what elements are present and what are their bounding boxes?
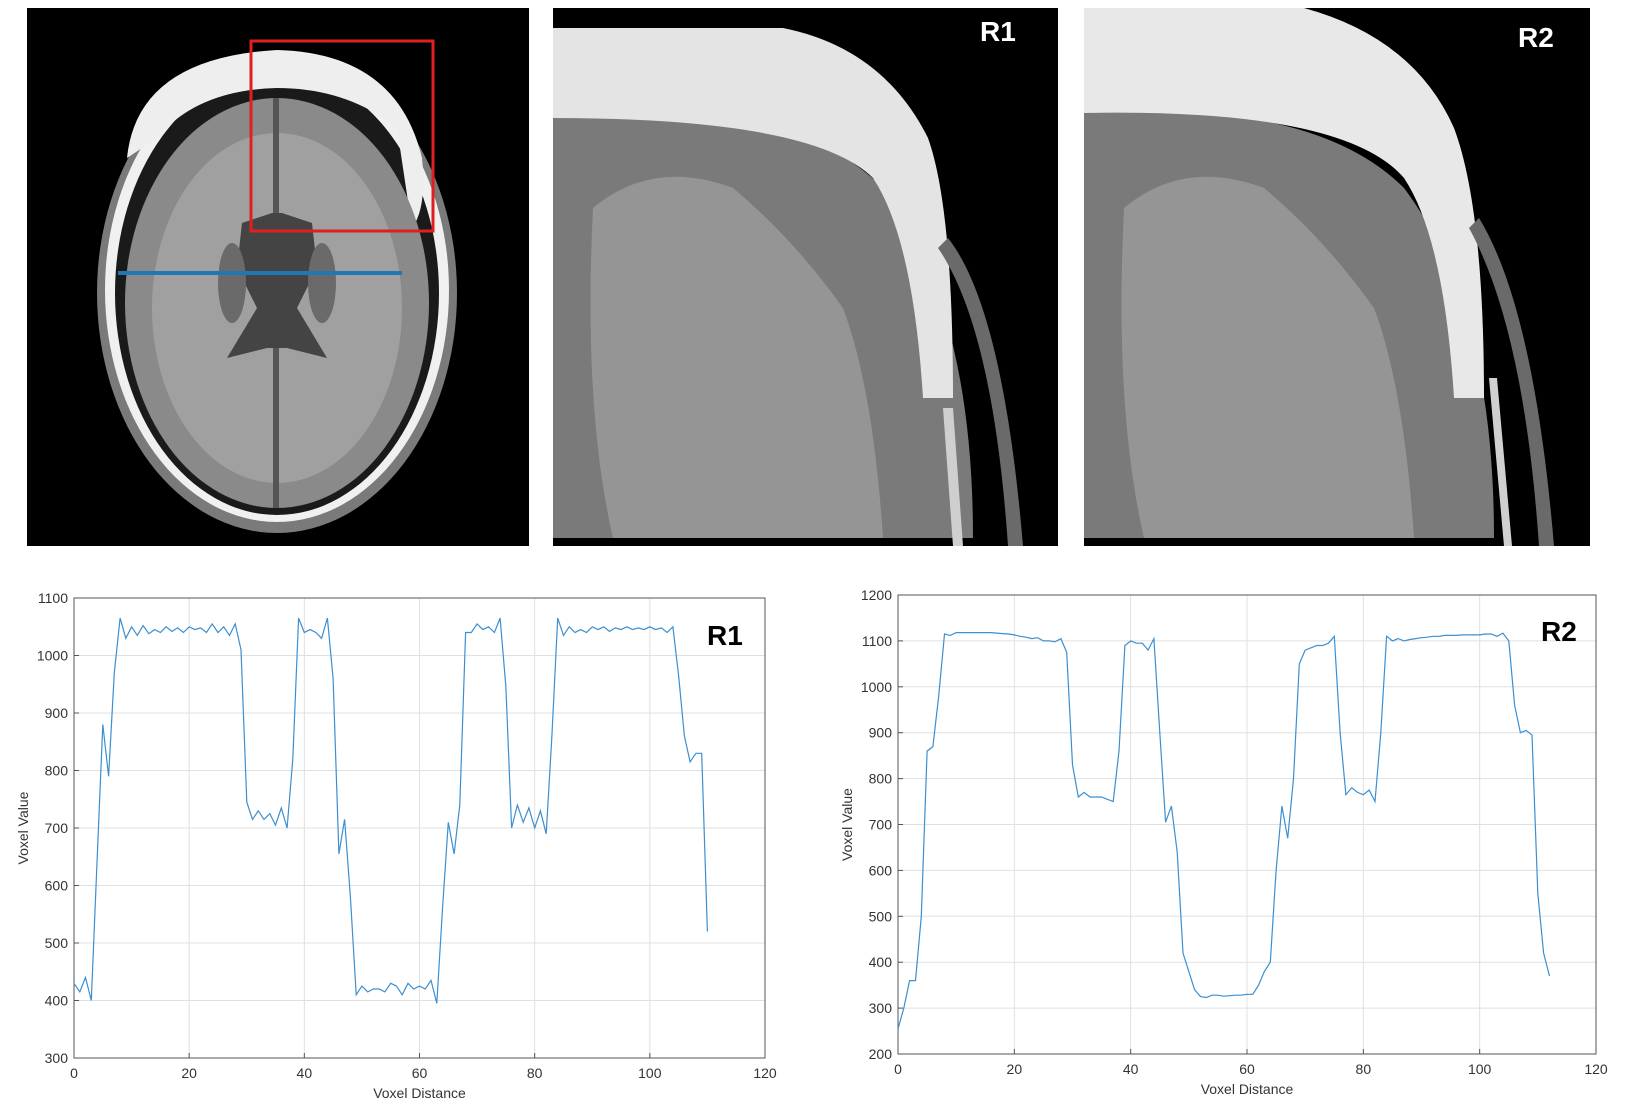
- y-tick-label: 600: [45, 878, 69, 894]
- chart-label-r2: R2: [1541, 616, 1577, 647]
- r1-bone: [553, 28, 953, 398]
- x-tick-label: 40: [297, 1065, 313, 1081]
- y-axis-label: Voxel Value: [15, 791, 31, 864]
- x-tick-label: 80: [527, 1065, 543, 1081]
- y-tick-label: 500: [45, 935, 69, 951]
- roi-box: [249, 39, 435, 233]
- zoom-panel-r1: R1: [553, 8, 1058, 546]
- y-tick-label: 1000: [37, 648, 68, 664]
- x-tick-label: 120: [1584, 1061, 1608, 1077]
- x-tick-label: 20: [1007, 1061, 1023, 1077]
- ventricles: [227, 213, 327, 358]
- y-tick-label: 300: [869, 1000, 893, 1016]
- y-tick-label: 500: [869, 908, 893, 924]
- profile-chart-r1: 0 20 40 60 80 100 120 300 400 500 600 700 800 900 1000…: [10, 590, 780, 1110]
- series-line: [73, 617, 708, 1004]
- r1-skin-line: [943, 408, 963, 546]
- y-tick-label: 400: [869, 954, 893, 970]
- zoom-r2-svg: [1084, 8, 1590, 546]
- y-tick-label: 700: [869, 817, 893, 833]
- x-tick-label: 40: [1123, 1061, 1139, 1077]
- r2-white-matter: [1121, 176, 1414, 538]
- profile-chart-r1-svg: 0 20 40 60 80 100 120 300 400 500 600 700 800 900 1000…: [15, 590, 777, 1101]
- zoom-r1-svg: [553, 8, 1058, 546]
- y-tick-label: 700: [45, 820, 69, 836]
- y-tick-label: 900: [869, 725, 893, 741]
- x-tick-label: 60: [412, 1065, 428, 1081]
- y-tick-label: 1000: [861, 679, 892, 695]
- y-tick-label: 900: [45, 705, 69, 721]
- x-tick-label: 100: [638, 1065, 662, 1081]
- y-tick-label: 200: [869, 1046, 893, 1062]
- series-line: [897, 631, 1551, 1029]
- profile-chart-r2-svg: 0 20 40 60 80 100 120 200 300 400 500 600 700 800 900 1…: [839, 590, 1608, 1097]
- panel-label-r1: R1: [980, 16, 1016, 47]
- frontal-bone: [127, 50, 424, 228]
- x-axis-label: Voxel Distance: [1201, 1081, 1294, 1097]
- r2-bone: [1084, 8, 1484, 398]
- x-tick-label: 60: [1239, 1061, 1255, 1077]
- x-tick-label: 0: [894, 1061, 902, 1077]
- profile-chart-r2: 0 20 40 60 80 100 120 200 300 400 500 600 700 800 900 1…: [826, 590, 1616, 1110]
- y-tick-label: 800: [45, 763, 69, 779]
- chart-label-r1: R1: [707, 620, 743, 651]
- x-tick-label: 20: [181, 1065, 197, 1081]
- x-tick-label: 0: [70, 1065, 78, 1081]
- x-tick-label: 100: [1468, 1061, 1492, 1077]
- r2-skin-line: [1489, 378, 1512, 546]
- basal-ganglia-right: [308, 243, 336, 323]
- y-tick-label: 1100: [38, 590, 68, 606]
- y-tick-label: 600: [869, 862, 893, 878]
- x-tick-label: 120: [753, 1065, 777, 1081]
- r1-scalp: [938, 238, 1023, 546]
- x-tick-label: 80: [1356, 1061, 1372, 1077]
- basal-ganglia-left: [218, 243, 246, 323]
- y-tick-label: 1100: [862, 633, 892, 649]
- axial-slice-image: [27, 8, 529, 546]
- y-axis-label: Voxel Value: [839, 788, 855, 861]
- r2-scalp: [1469, 218, 1554, 546]
- y-tick-label: 1200: [861, 590, 892, 603]
- panel-label-r2: R2: [1518, 22, 1554, 53]
- zoom-panel-r2: R2: [1084, 8, 1590, 546]
- r1-white-matter: [590, 176, 883, 538]
- axial-slice-svg: [27, 8, 529, 546]
- y-tick-label: 800: [869, 771, 893, 787]
- x-axis-label: Voxel Distance: [373, 1085, 466, 1101]
- y-tick-label: 400: [45, 993, 69, 1009]
- y-tick-label: 300: [45, 1050, 69, 1066]
